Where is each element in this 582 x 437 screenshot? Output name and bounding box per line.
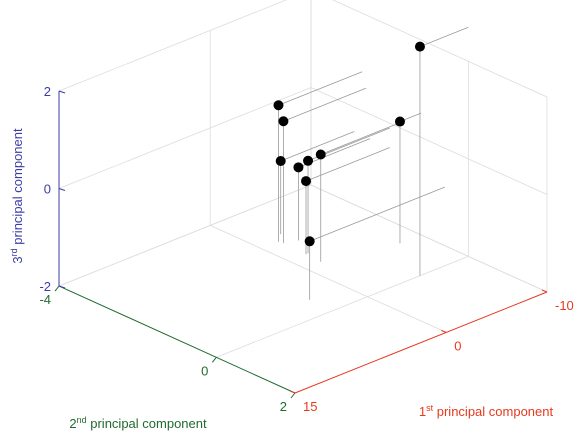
scatter-point (414, 41, 425, 52)
z-tick-label: 2 (44, 84, 51, 99)
scatter-point (301, 176, 312, 187)
y-tick-mark (54, 285, 60, 292)
z-tick-mark (58, 90, 66, 94)
z-tick-label: 0 (44, 182, 51, 197)
scatter-point (293, 162, 304, 173)
z-tick-mark (58, 188, 66, 191)
wall-grid-line (58, 87, 312, 189)
drop-line-horizontal (305, 147, 390, 182)
labels-layer: -10 0 15 -4 0 2 -2 0 2 1st principal component 2nd… (9, 84, 574, 431)
scatter-point (303, 155, 314, 166)
wall-grid-line (332, 0, 548, 98)
x-axis-line (294, 291, 548, 394)
drop-line-horizontal (309, 186, 445, 242)
x-tick-label: 0 (454, 338, 461, 353)
scatter-point (275, 156, 286, 166)
y-tick-label: 2 (280, 399, 287, 414)
scatter-point (394, 116, 405, 127)
y-tick-mark (290, 392, 296, 399)
grid-layer (58, 0, 548, 394)
wall-grid-line (58, 184, 312, 287)
y-axis-line (58, 285, 296, 394)
drop-line-horizontal (320, 120, 406, 155)
x-tick-mark (541, 289, 548, 293)
x-tick-mark (441, 329, 447, 333)
scatter-point (273, 100, 284, 111)
y-tick-mark (211, 357, 217, 363)
scatter-point (278, 116, 289, 127)
scatter-point (315, 149, 326, 160)
wall-grid-line (310, 87, 548, 195)
wall-grid-line (58, 0, 288, 92)
floor-grid-line (216, 255, 469, 358)
x-axis-label: 1st principal component (419, 403, 554, 419)
wall-grid-line (310, 184, 548, 293)
floor-grid-line (210, 225, 447, 333)
z-axis-label: 3rd principal component (9, 128, 25, 264)
x-tick-label: 15 (303, 399, 317, 414)
y-tick-label: -4 (39, 292, 51, 307)
drop-line-horizontal (283, 87, 367, 122)
points-layer (273, 41, 425, 247)
x-tick-mark (289, 390, 296, 394)
z-tick-mark (58, 285, 66, 289)
drop-line-horizontal (280, 131, 355, 162)
axes-layer (54, 90, 548, 399)
y-axis-label: 2nd principal component (69, 415, 207, 431)
x-tick-label: -10 (555, 298, 574, 313)
z-tick-label: -2 (39, 279, 51, 294)
y-tick-label: 0 (201, 363, 208, 378)
drop-line-horizontal (419, 26, 469, 47)
scatter-point (304, 236, 315, 247)
drop-line-horizontal (278, 71, 363, 106)
